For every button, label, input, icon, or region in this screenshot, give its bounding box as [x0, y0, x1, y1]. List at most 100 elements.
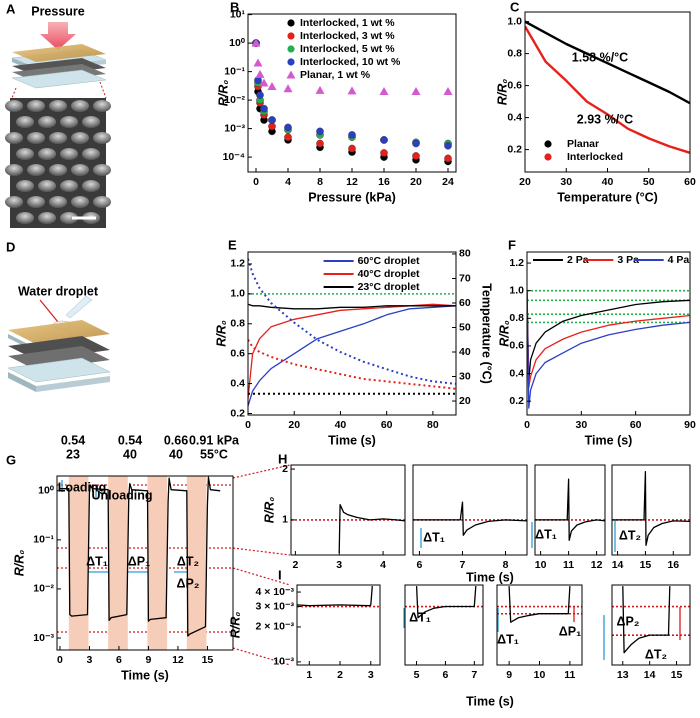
x-tick-label: 60: [381, 419, 393, 431]
data-line: [297, 586, 373, 607]
annotation: 1.58 %/°C: [572, 50, 628, 64]
x-tick-label: 15: [671, 669, 683, 681]
x-tick-label: 3: [87, 654, 93, 666]
legend-key: [287, 58, 295, 66]
x-axis-label: Time (s): [328, 433, 376, 447]
x-tick-label: 3: [368, 669, 374, 681]
x-axis-label: Temperature (°C): [557, 190, 658, 204]
y-tick-label: 10⁻³: [224, 122, 245, 134]
data-point: [315, 85, 325, 94]
sem-dome: [49, 164, 67, 176]
axes-frame: [296, 584, 381, 666]
chart: 0 3 6 9 12 15 10⁻³ 10⁻² 10⁻¹ 10⁰ Time (s) R/R₀ G 0.54…: [6, 433, 240, 682]
sem-dome: [5, 100, 23, 112]
y-tick-label: 1.0: [230, 288, 245, 300]
sem-dome: [93, 164, 111, 176]
y-axis-label: R/R₀: [214, 320, 228, 347]
x-tick-label: 12: [591, 559, 603, 571]
data-point: [267, 82, 277, 91]
x-tick-label: 50: [643, 176, 655, 188]
x-tick-label: 4: [380, 559, 386, 571]
annotation: 40: [169, 447, 183, 461]
legend-key: [286, 70, 296, 79]
y2-axis-label: Temperature (°C): [480, 283, 494, 384]
data-point: [284, 133, 292, 141]
annotation: ΔT₂: [645, 647, 667, 661]
y-axis-label: R/R₀: [228, 612, 242, 639]
data-point: [444, 141, 452, 150]
sem-dome: [16, 180, 34, 192]
data-point: [412, 139, 420, 148]
data-point: [260, 104, 268, 113]
zoom-line: [11, 87, 17, 99]
y-tick-label: 0.6: [507, 79, 522, 91]
x-tick-label: 0: [57, 654, 63, 666]
y-tick-label: 3 × 10⁻³: [255, 600, 294, 612]
y-tick-label: 10⁻⁴: [223, 151, 245, 163]
plot-area: [251, 38, 453, 166]
sem-dome: [16, 116, 34, 128]
annotation: 55°C: [200, 447, 228, 461]
legend-label: 4 Pa: [668, 254, 690, 266]
x-tick-label: 20: [410, 176, 422, 188]
sem-dome: [93, 196, 111, 208]
y-tick-label: 0.4: [509, 367, 524, 379]
y2-tick-label: 30: [459, 370, 471, 382]
annotation: ΔP₁: [128, 554, 151, 568]
x-tick-label: 12: [172, 654, 184, 666]
axes-frame: [611, 464, 691, 556]
annotation: ΔP₂: [177, 576, 200, 590]
sem-dome: [49, 196, 67, 208]
data-line: [248, 339, 456, 390]
pipette: [65, 295, 93, 319]
sem-dome: [27, 196, 45, 208]
annotation: ΔP₂: [617, 614, 640, 628]
sensor-schematic: [7, 320, 111, 392]
data-point: [251, 38, 261, 47]
x-tick-label: 13: [617, 669, 629, 681]
annotation: ΔT₁: [535, 527, 557, 541]
x-tick-label: 16: [667, 559, 679, 571]
x-axis-label: Time (s): [466, 570, 514, 584]
sem-dome: [82, 180, 100, 192]
legend-label: Interlocked, 5 wt %: [300, 43, 395, 55]
x-tick-label: 4: [285, 176, 291, 188]
chart: 13 14 15 ΔP₂ ΔT₂: [611, 584, 691, 681]
legend-key: [287, 32, 295, 40]
x-tick-label: 40: [602, 176, 614, 188]
axes-frame: [412, 464, 528, 556]
sem-dome: [38, 148, 56, 160]
annotation: Unloading: [91, 488, 152, 502]
data-line: [525, 25, 690, 154]
y2-tick-label: 20: [459, 395, 471, 407]
sem-dome: [60, 148, 78, 160]
panel-label: F: [508, 237, 516, 252]
x-tick-label: 90: [684, 419, 696, 431]
shaded-band: [186, 476, 207, 650]
data-line: [527, 290, 690, 409]
data-point: [268, 116, 276, 124]
shaded-band: [147, 476, 168, 650]
y-tick-label: 10⁻¹: [33, 534, 54, 546]
data-point: [284, 123, 292, 132]
sem-dome: [60, 212, 78, 224]
x-tick-label: 8: [317, 176, 323, 188]
sem-domes: [5, 100, 111, 224]
sem-dome: [60, 180, 78, 192]
sem-dome: [71, 100, 89, 112]
sem-dome: [38, 180, 56, 192]
data-point: [316, 139, 324, 148]
data-point: [348, 144, 356, 153]
data-line: [413, 501, 527, 536]
x-tick-label: 30: [575, 419, 587, 431]
legend: 2 Pa 3 Pa 4 Pa: [533, 254, 689, 266]
data-point: [268, 122, 276, 131]
x-tick-label: 1: [306, 669, 312, 681]
plot-area: [525, 20, 690, 154]
plot-area: [612, 470, 690, 546]
legend-key: [287, 45, 295, 53]
sem-dome: [5, 164, 23, 176]
annotation: ΔT₁: [409, 610, 431, 624]
